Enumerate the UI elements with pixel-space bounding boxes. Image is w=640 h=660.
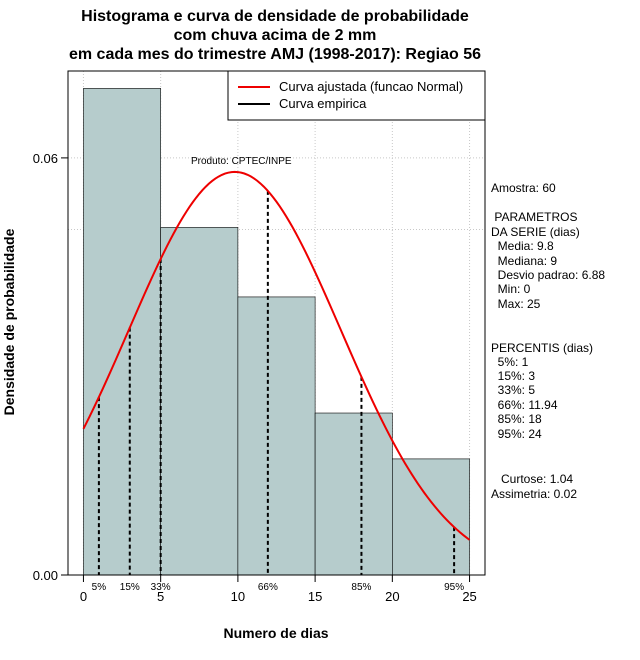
product-note: Produto: CPTEC/INPE <box>191 156 292 167</box>
x-tick-label-3: 15 <box>308 589 322 604</box>
histogram-bar-4 <box>392 458 470 576</box>
percentile-label-1: 15% <box>120 582 140 593</box>
stat-line-4: Mediana: 9 <box>491 254 557 268</box>
x-tick-label-0: 0 <box>80 589 87 604</box>
x-tick-label-1: 5 <box>157 589 164 604</box>
stat-line-13: 85%: 18 <box>491 412 542 426</box>
stat-line-16: Assimetria: 0.02 <box>491 487 577 501</box>
stat-line-5: Desvio padrao: 6.88 <box>491 268 605 282</box>
stat-line-2: DA SERIE (dias) <box>491 225 580 239</box>
stat-line-15: Curtose: 1.04 <box>491 472 573 486</box>
stat-line-12: 66%: 11.94 <box>491 398 558 412</box>
legend-label-normal: Curva ajustada (funcao Normal) <box>279 79 463 94</box>
y-tick-label-1: 0.06 <box>33 151 58 166</box>
stat-line-8: PERCENTIS (dias) <box>491 341 593 355</box>
stat-line-10: 15%: 3 <box>491 369 535 383</box>
legend: Curva ajustada (funcao Normal) Curva emp… <box>227 70 486 121</box>
stat-line-6: Min: 0 <box>491 282 531 296</box>
y-axis: 0.00 0.06 <box>33 151 69 583</box>
stat-line-11: 33%: 5 <box>491 383 535 397</box>
percentile-labels: 5% 15% 33% 66% 85% 95% <box>92 582 465 593</box>
histogram-bar-0 <box>83 88 161 576</box>
stat-line-0: Amostra: 60 <box>491 181 556 195</box>
y-tick-label-0: 0.00 <box>33 568 58 583</box>
stat-line-14: 95%: 24 <box>491 427 542 441</box>
stat-line-1: PARAMETROS <box>491 210 577 224</box>
title-line-2: com chuva acima de 2 mm <box>174 27 377 44</box>
title-line-3: em cada mes do trimestre AMJ (1998-2017)… <box>69 46 481 63</box>
normal-curve <box>82 170 471 541</box>
x-tick-label-5: 25 <box>462 589 476 604</box>
histogram-bars <box>83 88 470 576</box>
stat-line-7: Max: 25 <box>491 297 541 311</box>
histogram-bar-1 <box>160 227 239 576</box>
stat-line-9: 5%: 1 <box>491 355 529 369</box>
percentile-label-0: 5% <box>92 582 107 593</box>
x-tick-label-4: 20 <box>385 589 399 604</box>
chart-title: Histograma e curva de densidade de proba… <box>69 8 481 63</box>
x-axis-label: Numero de dias <box>223 625 328 641</box>
percentile-label-4: 85% <box>351 582 371 593</box>
stat-line-3: Media: 9.8 <box>491 239 554 253</box>
x-tick-label-2: 10 <box>231 589 245 604</box>
title-line-1: Histograma e curva de densidade de proba… <box>81 8 469 25</box>
legend-box <box>227 70 486 121</box>
percentile-label-2: 33% <box>151 582 171 593</box>
legend-label-empirical: Curva empirica <box>279 96 367 111</box>
histogram-bar-3 <box>314 412 393 576</box>
x-axis: 0 5 10 15 20 25 <box>80 574 477 604</box>
histogram-bar-2 <box>237 296 316 576</box>
y-axis-label: Densidade de probabilidade <box>1 228 17 415</box>
percentile-label-3: 66% <box>258 582 278 593</box>
percentile-lines <box>97 190 456 575</box>
percentile-label-5: 95% <box>444 582 464 593</box>
